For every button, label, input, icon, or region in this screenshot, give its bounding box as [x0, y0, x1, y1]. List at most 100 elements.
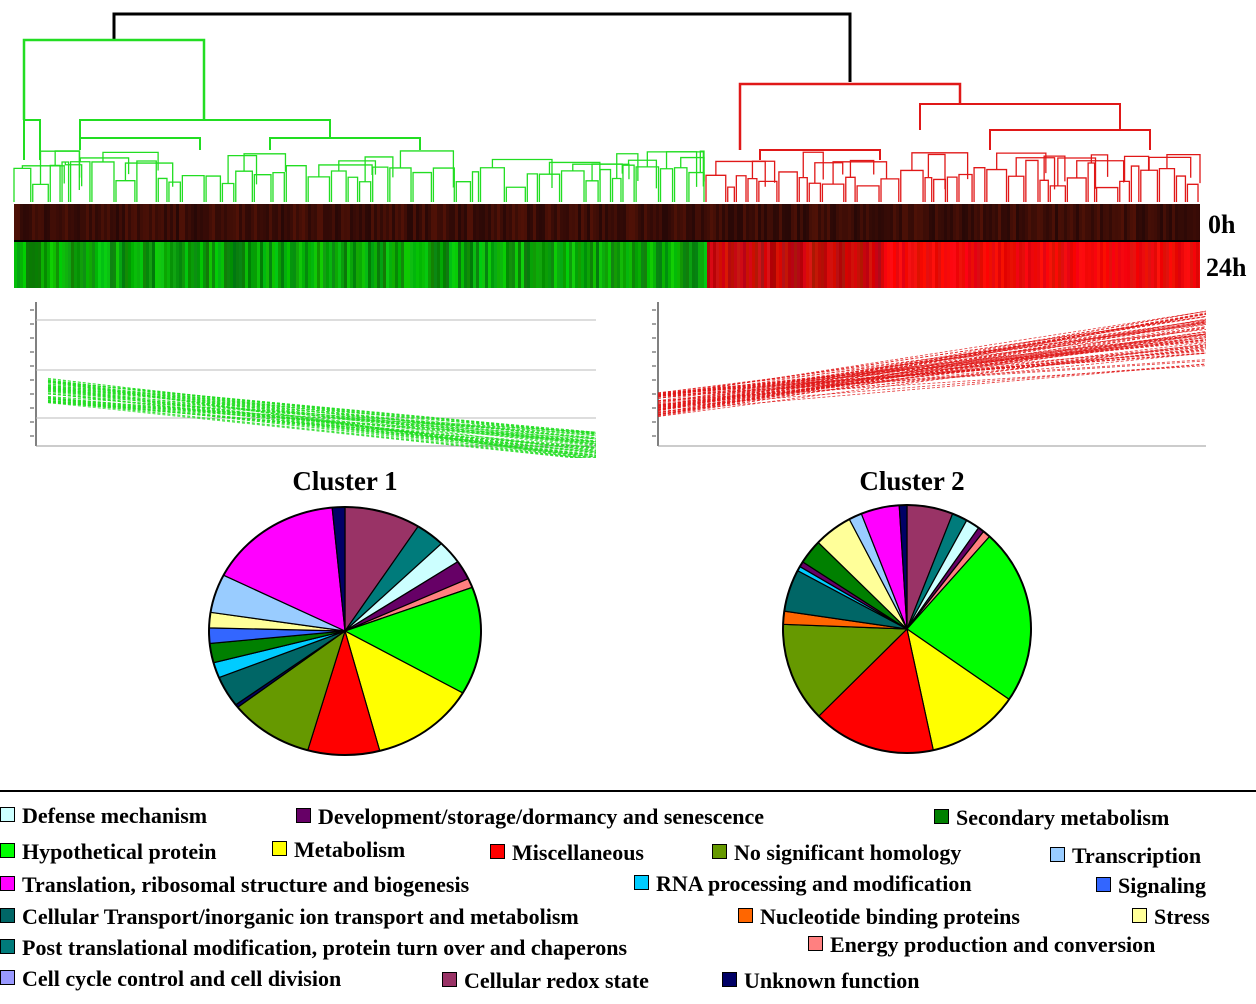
heatmap-cell-0h [665, 204, 668, 240]
gene-profile-line [657, 363, 1207, 412]
heatmap-cell-0h [275, 204, 278, 240]
heatmap-cell-24h [176, 242, 179, 288]
heatmap-cell-0h [1148, 204, 1151, 240]
heatmap-cell-24h [407, 242, 410, 288]
heatmap-cell-0h [749, 204, 752, 240]
gene-profile-line [47, 400, 587, 458]
heatmap-cell-24h [257, 242, 260, 288]
heatmap-cell-0h [800, 204, 803, 240]
heatmap-cell-0h [95, 204, 98, 240]
heatmap-cell-0h [1157, 204, 1160, 240]
heatmap-cell-24h [1007, 242, 1010, 288]
gene-profile-line [657, 343, 1207, 417]
heatmap-cell-0h [821, 204, 824, 240]
dendrogram-leaf-link [1087, 162, 1096, 202]
heatmap-cell-24h [773, 242, 776, 288]
heatmap-cell-0h [779, 204, 782, 240]
gene-profile-line [47, 393, 597, 452]
dendrogram-leaf-link [412, 171, 433, 202]
dendrogram-branch-link [927, 153, 946, 190]
dendrogram-leaf-link [1175, 175, 1187, 202]
gene-profile-line [657, 352, 1207, 407]
heatmap-cell-24h [1016, 242, 1019, 288]
heatmap-cell-24h [152, 242, 155, 288]
dendrogram-leaf-link [91, 161, 115, 202]
gene-profile-line [657, 344, 1207, 402]
heatmap-cell-24h [416, 242, 419, 288]
heatmap-cell-24h [677, 242, 680, 288]
heatmap-cell-24h [674, 242, 677, 288]
heatmap-cell-0h [434, 204, 437, 240]
heatmap-cell-24h [608, 242, 611, 288]
heatmap-cell-24h [1082, 242, 1085, 288]
heatmap-cell-24h [899, 242, 902, 288]
gene-profile-line [657, 333, 1207, 410]
heatmap-cell-0h [338, 204, 341, 240]
dendrogram-leaf-link [635, 166, 660, 202]
heatmap-cell-0h [254, 204, 257, 240]
heatmap-cell-0h [896, 204, 899, 240]
heatmap-cell-0h [29, 204, 32, 240]
heatmap-cell-24h [116, 242, 119, 288]
heatmap-cell-24h [755, 242, 758, 288]
dendrogram-leaf-link [705, 174, 727, 202]
heatmap-cell-24h [656, 242, 659, 288]
heatmap-cell-24h [593, 242, 596, 288]
heatmap-cell-24h [695, 242, 698, 288]
legend-label: Energy production and conversion [830, 932, 1156, 957]
heatmap-cell-0h [1142, 204, 1145, 240]
heatmap-cell-0h [461, 204, 464, 240]
heatmap-cell-0h [878, 204, 881, 240]
heatmap-cell-0h [263, 204, 266, 240]
heatmap-cell-24h [47, 242, 50, 288]
legend-swatch [712, 844, 727, 859]
heatmap-cell-24h [374, 242, 377, 288]
heatmap-cell-0h [953, 204, 956, 240]
heatmap-cell-24h [758, 242, 761, 288]
heatmap-cell-24h [26, 242, 29, 288]
heatmap-cell-0h [182, 204, 185, 240]
heatmap-cell-24h [923, 242, 926, 288]
heatmap-cell-24h [590, 242, 593, 288]
heatmap-cell-0h [851, 204, 854, 240]
heatmap-cell-24h [245, 242, 248, 288]
heatmap-cell-24h [734, 242, 737, 288]
heatmap-cell-24h [1199, 242, 1200, 288]
heatmap-cell-24h [1100, 242, 1103, 288]
heatmap-cell-24h [95, 242, 98, 288]
gene-profile-line [657, 352, 1207, 395]
heatmap-cell-0h [296, 204, 299, 240]
dendrogram-leaf-link [735, 175, 747, 202]
heatmap-cell-24h [203, 242, 206, 288]
heatmap-cell-24h [587, 242, 590, 288]
heatmap-cell-24h [107, 242, 110, 288]
heatmap-cell-0h [812, 204, 815, 240]
heatmap-cell-24h [422, 242, 425, 288]
heatmap-cell-24h [65, 242, 68, 288]
dendrogram-leaf-link [1130, 165, 1140, 202]
heatmap-cell-0h [692, 204, 695, 240]
dendrogram-branch-link [124, 162, 174, 187]
gene-profile-line [47, 381, 584, 458]
heatmap-cell-0h [680, 204, 683, 240]
heatmap-cell-0h [155, 204, 158, 240]
heatmap-cell-0h [725, 204, 728, 240]
heatmap-cell-0h [548, 204, 551, 240]
heatmap-cell-24h [1001, 242, 1004, 288]
dendrogram-leaf-link [221, 182, 235, 202]
legend-swatch [0, 908, 15, 923]
heatmap-cell-0h [527, 204, 530, 240]
legend-item: Nucleotide binding proteins [738, 904, 1020, 930]
heatmap-cell-0h [1121, 204, 1124, 240]
heatmap-cell-0h [227, 204, 230, 240]
heatmap-cell-24h [221, 242, 224, 288]
heatmap-cell-0h [794, 204, 797, 240]
heatmap-cell-0h [122, 204, 125, 240]
heatmap-cell-0h [1004, 204, 1007, 240]
heatmap-cell-0h [236, 204, 239, 240]
heatmap-cell-24h [194, 242, 197, 288]
dendrogram-leaf-link [272, 172, 285, 202]
heatmap-cell-24h [749, 242, 752, 288]
pie-outline [208, 506, 482, 756]
heatmap-cell-24h [1004, 242, 1007, 288]
